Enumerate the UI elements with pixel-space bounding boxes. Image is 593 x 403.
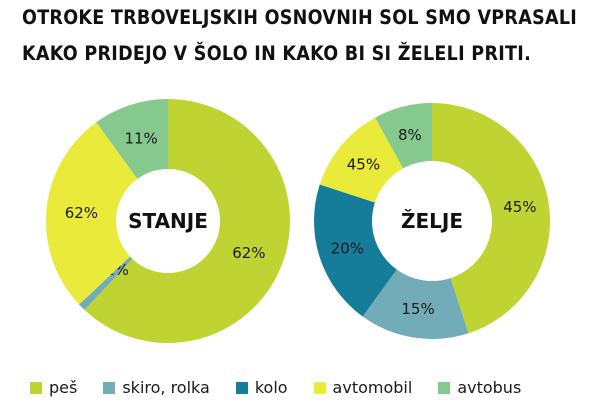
slice-label-skiro-rolka: 15% — [401, 300, 434, 318]
slice-label-avtobus: 8% — [398, 126, 422, 144]
center-label: STANJE — [128, 209, 208, 233]
legend-label: avtomobil — [332, 378, 413, 397]
slice-label-avtomobil: 62% — [65, 204, 98, 222]
slice-label-pes: 62% — [232, 244, 265, 262]
slice-label-avtobus: 11% — [124, 129, 157, 147]
legend-label: skiro, rolka — [122, 378, 210, 397]
legend-swatch — [235, 381, 248, 394]
donut-zelje: 45% 15% 20% 45% 8% ŽELJE — [313, 103, 551, 339]
title-line-1: OTROKE TRBOVELJSKIH OSNOVNIH SOL SMO VPR… — [22, 6, 578, 29]
legend-label: avtobus — [457, 378, 522, 397]
slice-avtomobil — [45, 122, 138, 305]
slice-pes — [432, 103, 551, 334]
center-label: ŽELJE — [401, 209, 463, 233]
legend-swatch — [438, 381, 451, 394]
slice-skiro-rolka — [362, 269, 469, 339]
legend-item-avtobus: avtobus — [438, 378, 521, 397]
slice-avtobus — [375, 103, 432, 169]
slice-avtomobil — [319, 117, 404, 203]
slice-label-pes: 45% — [503, 198, 536, 216]
legend-item-avtomobil: avtomobil — [313, 378, 413, 397]
title-line-2: KAKO PRIDEJO V ŠOLO IN KAKO BI SI ŽELELI… — [22, 42, 532, 65]
slice-label-avtomobil: 45% — [347, 155, 380, 173]
donut-stanje: 62%1%62%11%STANJE — [45, 99, 290, 343]
legend-swatch — [313, 381, 326, 394]
slice-avtobus — [96, 99, 168, 179]
legend-item-kolo: kolo — [235, 378, 288, 397]
legend-swatch — [30, 381, 42, 394]
legend-item-skiro-rolka: skiro, rolka — [103, 378, 210, 397]
legend-swatch — [103, 381, 116, 394]
legend-item-pes: peš — [30, 378, 77, 397]
slice-pes — [84, 99, 290, 343]
legend: peš skiro, rolka kolo avtomobil avtobus — [30, 378, 547, 397]
legend-label: kolo — [254, 378, 288, 397]
legend-label: peš — [49, 378, 78, 397]
slice-label-kolo: 20% — [331, 240, 364, 258]
slice-kolo — [313, 184, 397, 317]
chart-title: OTROKE TRBOVELJSKIH OSNOVNIH SOL SMO VPR… — [22, 0, 578, 72]
slice-skiro-rolka — [79, 256, 133, 310]
